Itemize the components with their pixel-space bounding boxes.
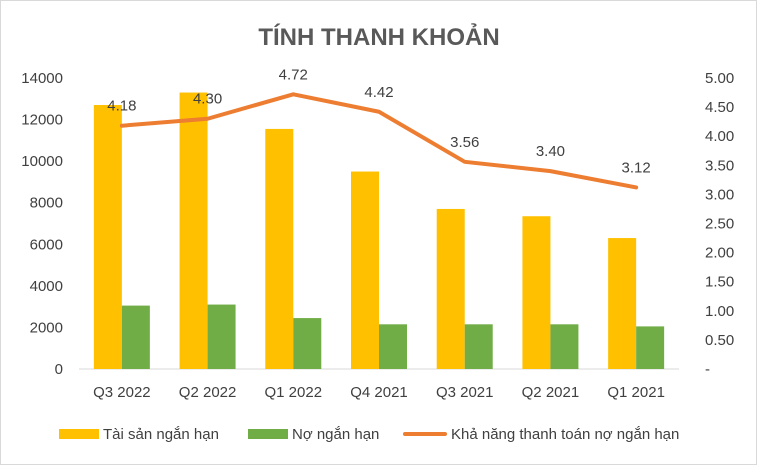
right-tick-7: 3.50 (705, 157, 734, 174)
left-tick-7: 14000 (21, 70, 63, 87)
bar-no-2 (293, 318, 322, 369)
bar-no-0 (121, 305, 150, 369)
ratio-label-1: 4.30 (193, 91, 222, 108)
legend-label-0: Tài sản ngắn hạn (103, 426, 219, 443)
bar-no-1 (207, 304, 236, 369)
bar-no-5 (550, 324, 579, 369)
ratio-label-6: 3.12 (622, 159, 651, 176)
right-axis-ticks: - 0.50 1.00 1.50 2.00 2.50 3.00 3.50 4.00 4.50 5.0… (705, 70, 734, 378)
x-axis-ticks: Q3 2022 Q2 2022 Q1 2022 Q4 2021 Q3 2021 Q2 20… (93, 384, 665, 401)
bar-tai-san-0 (93, 105, 122, 370)
right-tick-2: 1.00 (705, 303, 734, 320)
ratio-label-3: 4.42 (364, 84, 393, 101)
left-tick-6: 12000 (21, 112, 63, 129)
left-tick-0: 0 (55, 361, 63, 378)
legend-swatch-0 (59, 429, 99, 439)
right-tick-5: 2.50 (705, 216, 734, 233)
bar-tai-san-1 (179, 92, 208, 370)
left-tick-4: 8000 (30, 195, 63, 212)
ratio-line (119, 92, 639, 190)
legend: Tài sản ngắn hạn Nợ ngắn hạn Khả năng than… (59, 426, 679, 443)
ratio-label-4: 3.56 (450, 134, 479, 151)
right-tick-8: 4.00 (705, 128, 734, 145)
bar-no-6 (636, 326, 665, 369)
right-tick-6: 3.00 (705, 186, 734, 203)
right-tick-4: 2.00 (705, 245, 734, 262)
legend-label-1: Nợ ngắn hạn (292, 426, 379, 443)
bar-tai-san-5 (522, 216, 551, 369)
x-tick-0: Q3 2022 (93, 384, 151, 401)
x-tick-5: Q2 2021 (522, 384, 580, 401)
ratio-label-2: 4.72 (279, 66, 308, 83)
right-tick-10: 5.00 (705, 70, 734, 87)
x-tick-1: Q2 2022 (179, 384, 237, 401)
bar-no-4 (464, 324, 493, 369)
bar-tai-san-2 (265, 128, 294, 369)
right-tick-1: 0.50 (705, 332, 734, 349)
ratio-label-5: 3.40 (536, 143, 565, 160)
bars-group (93, 92, 665, 370)
bar-tai-san-4 (436, 208, 465, 369)
left-tick-1: 2000 (30, 319, 63, 336)
right-tick-9: 4.50 (705, 99, 734, 116)
bar-no-3 (379, 324, 407, 369)
right-tick-3: 1.50 (705, 274, 734, 291)
ratio-label-0: 4.18 (107, 98, 136, 115)
chart-title: TÍNH THANH KHOẢN (258, 22, 499, 51)
left-tick-2: 4000 (30, 278, 63, 295)
ratio-line-group: 4.18 4.30 4.72 4.42 3.56 3.40 3.12 (107, 66, 651, 190)
x-tick-6: Q1 2021 (607, 384, 665, 401)
left-axis-ticks: 0 2000 4000 6000 8000 10000 12000 14000 (21, 70, 63, 378)
x-tick-2: Q1 2022 (265, 384, 323, 401)
bar-tai-san-6 (608, 238, 637, 369)
left-tick-5: 10000 (21, 153, 63, 170)
x-tick-4: Q3 2021 (436, 384, 494, 401)
x-tick-3: Q4 2021 (350, 384, 408, 401)
bar-tai-san-3 (351, 171, 379, 369)
legend-label-2: Khả năng thanh toán nợ ngắn hạn (451, 426, 679, 443)
legend-swatch-1 (248, 429, 288, 439)
left-tick-3: 6000 (30, 236, 63, 253)
right-tick-0: - (705, 361, 710, 378)
